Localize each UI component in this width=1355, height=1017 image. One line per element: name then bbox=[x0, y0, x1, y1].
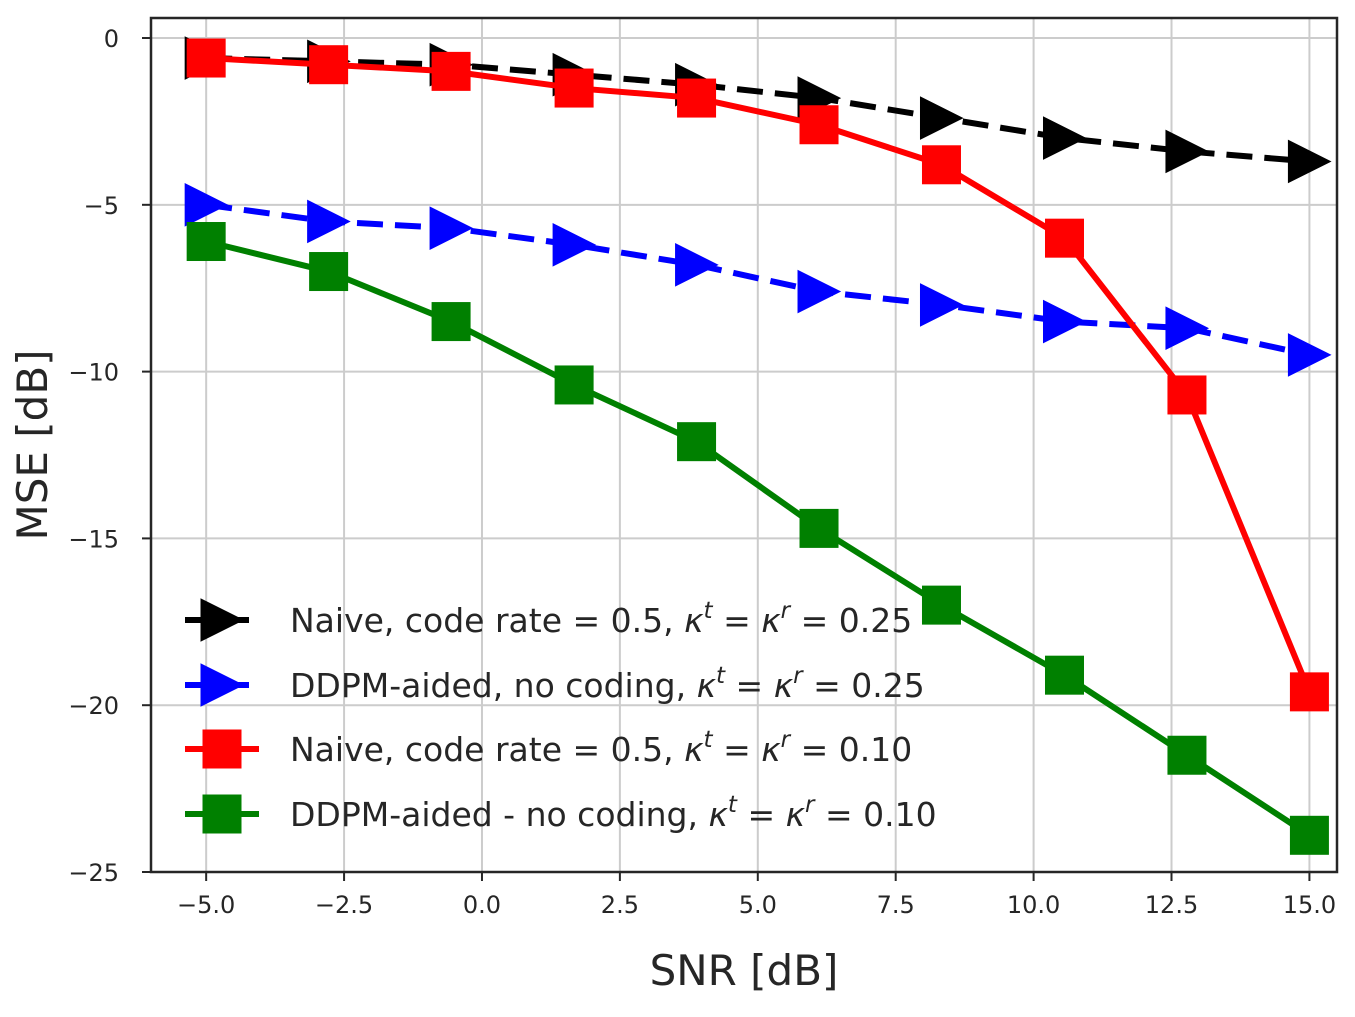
data-point bbox=[552, 223, 597, 267]
y-tick-label: −10 bbox=[68, 359, 119, 387]
legend-label: DDPM-aided, no coding, κt = κr = 0.25 bbox=[290, 663, 925, 705]
tick-labels: −5.0 −2.5 0.0 2.5 5.0 7.5 10.0 12.5 15.0 0 −5 −10 −1… bbox=[68, 25, 1336, 919]
data-point bbox=[797, 269, 842, 314]
x-tick-label: −2.5 bbox=[315, 891, 373, 919]
data-point bbox=[1167, 375, 1207, 415]
data-point bbox=[186, 38, 226, 78]
data-point bbox=[1044, 655, 1084, 695]
legend-entry: Naive, code rate = 0.5, κt = κr = 0.10 bbox=[185, 727, 912, 769]
y-tick-label: −15 bbox=[68, 525, 119, 553]
x-tick-label: 5.0 bbox=[739, 891, 777, 919]
x-tick-label: −5.0 bbox=[177, 891, 235, 919]
data-point bbox=[919, 96, 964, 140]
data-point bbox=[309, 252, 349, 292]
data-point bbox=[675, 243, 719, 287]
data-point bbox=[1165, 129, 1210, 174]
data-point bbox=[677, 78, 717, 118]
data-point bbox=[1044, 218, 1084, 258]
data-point bbox=[677, 422, 717, 462]
data-point bbox=[429, 206, 474, 250]
legend: Naive, code rate = 0.5, κt = κr = 0.25 DD… bbox=[185, 598, 937, 834]
data-point bbox=[1167, 735, 1207, 775]
series-3 bbox=[186, 38, 1329, 712]
data-point bbox=[919, 283, 964, 327]
y-tick-label: −5 bbox=[84, 192, 119, 220]
legend-entry: DDPM-aided - no coding, κt = κr = 0.10 bbox=[185, 792, 937, 834]
data-point bbox=[921, 145, 961, 185]
series-line bbox=[205, 201, 1311, 358]
data-point bbox=[186, 222, 226, 262]
data-point bbox=[1289, 815, 1329, 855]
legend-label: DDPM-aided - no coding, κt = κr = 0.10 bbox=[290, 792, 937, 834]
y-tick-label: −25 bbox=[68, 859, 119, 887]
series-4 bbox=[186, 222, 1329, 855]
data-point bbox=[1042, 299, 1087, 344]
legend-marker bbox=[202, 729, 242, 769]
series-2 bbox=[184, 183, 1332, 377]
data-point bbox=[921, 585, 961, 625]
legend-entry: DDPM-aided, no coding, κt = κr = 0.25 bbox=[185, 663, 925, 707]
x-tick-label: 2.5 bbox=[601, 891, 639, 919]
x-axis-title: SNR [dB] bbox=[650, 946, 839, 995]
legend-label: Naive, code rate = 0.5, κt = κr = 0.25 bbox=[290, 598, 912, 640]
series-line bbox=[205, 55, 1313, 694]
data-point bbox=[431, 302, 471, 342]
series-line bbox=[205, 238, 1312, 838]
data-point bbox=[799, 105, 839, 145]
y-axis-title: MSE [dB] bbox=[8, 349, 57, 540]
data-point bbox=[1287, 333, 1332, 377]
series-layer bbox=[184, 36, 1332, 855]
axes bbox=[142, 16, 1339, 881]
plot-frame bbox=[149, 16, 1339, 874]
x-tick-label: 12.5 bbox=[1145, 891, 1198, 919]
data-point bbox=[307, 199, 351, 244]
data-point bbox=[1287, 139, 1332, 184]
series-line bbox=[206, 55, 1310, 165]
legend-entry: Naive, code rate = 0.5, κt = κr = 0.25 bbox=[185, 598, 912, 642]
data-point bbox=[799, 508, 839, 548]
legend-label: Naive, code rate = 0.5, κt = κr = 0.10 bbox=[290, 727, 912, 769]
x-tick-label: 7.5 bbox=[877, 891, 915, 919]
data-point bbox=[1165, 306, 1210, 351]
data-point bbox=[309, 45, 349, 85]
x-tick-label: 10.0 bbox=[1007, 891, 1060, 919]
data-point bbox=[554, 68, 594, 108]
grid bbox=[151, 18, 1337, 873]
data-point bbox=[184, 183, 229, 227]
legend-marker bbox=[200, 598, 245, 642]
legend-marker bbox=[200, 663, 245, 707]
data-point bbox=[431, 51, 471, 91]
y-tick-label: 0 bbox=[104, 25, 119, 53]
data-point bbox=[1289, 672, 1329, 712]
data-point bbox=[554, 365, 594, 405]
x-tick-label: 15.0 bbox=[1283, 891, 1336, 919]
x-tick-label: 0.0 bbox=[463, 891, 501, 919]
data-point bbox=[1042, 116, 1087, 160]
y-tick-label: −20 bbox=[68, 692, 119, 720]
legend-marker bbox=[202, 794, 242, 834]
